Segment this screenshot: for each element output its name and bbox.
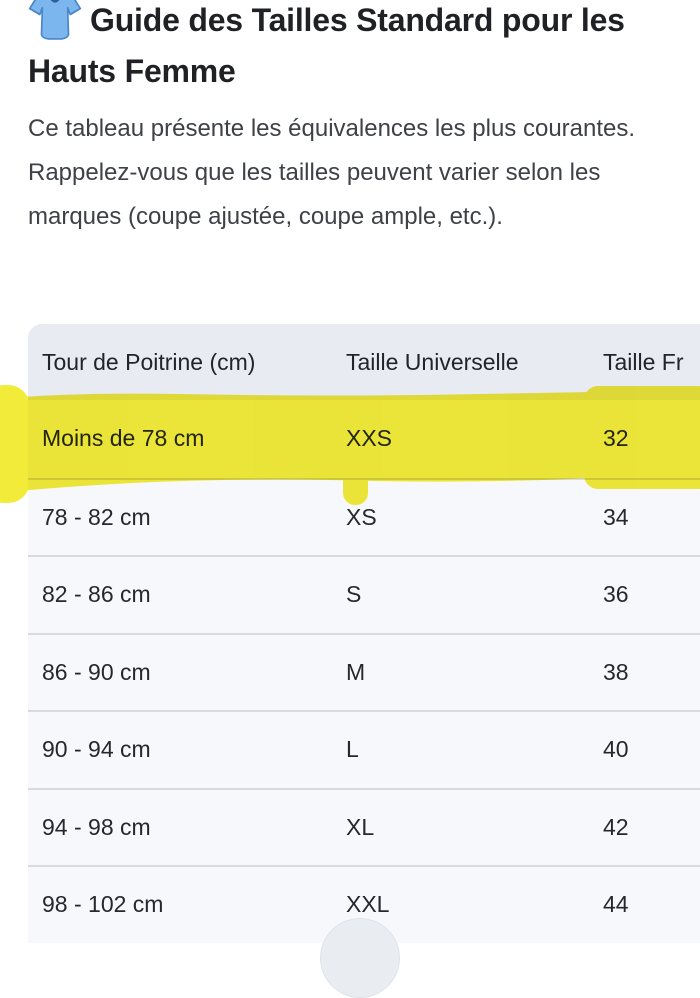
table-row: 94 - 98 cm XL 42 [28,787,700,865]
cell-fr: 36 [603,581,629,608]
cell-chest: 86 - 90 cm [42,658,151,685]
table-row: Moins de 78 cm XXS 32 [28,400,700,478]
cell-fr: 32 [603,425,629,452]
cell-size: XXS [346,425,393,452]
cell-chest: 98 - 102 cm [42,891,164,918]
table-row: 78 - 82 cm XS 34 [28,477,700,555]
cell-chest: Moins de 78 cm [42,425,205,452]
scroll-to-bottom-button[interactable] [320,918,400,998]
cell-size: M [346,658,366,685]
cell-chest: 78 - 82 cm [42,503,151,530]
cell-size: S [346,581,362,608]
cell-size: XS [346,503,377,530]
cell-fr: 34 [603,503,629,530]
cell-fr: 40 [603,736,629,763]
page-title: Guide des Tailles Standard pour les Haut… [28,0,688,97]
page-title-text: Guide des Tailles Standard pour les Haut… [28,2,625,89]
cell-fr: 38 [603,658,629,685]
cell-size: XXL [346,891,390,918]
cell-chest: 94 - 98 cm [42,813,151,840]
table-row: 90 - 94 cm L 40 [28,710,700,788]
cell-size: XL [346,813,375,840]
col-header-chest: Tour de Poitrine (cm) [42,348,256,375]
cell-fr: 44 [603,891,629,918]
table-header-row: Tour de Poitrine (cm) Taille Universelle… [28,324,700,400]
table-row: 86 - 90 cm M 38 [28,632,700,710]
cell-size: L [346,736,359,763]
cell-chest: 90 - 94 cm [42,736,151,763]
col-header-fr-size: Taille Fr [603,348,684,375]
col-header-universal-size: Taille Universelle [346,348,519,375]
intro-paragraph: Ce tableau présente les équivalences les… [28,115,636,230]
cell-chest: 82 - 86 cm [42,581,151,608]
size-table[interactable]: Tour de Poitrine (cm) Taille Universelle… [28,324,700,943]
cell-fr: 42 [603,813,629,840]
tshirt-icon [28,0,82,40]
table-row: 82 - 86 cm S 36 [28,555,700,633]
